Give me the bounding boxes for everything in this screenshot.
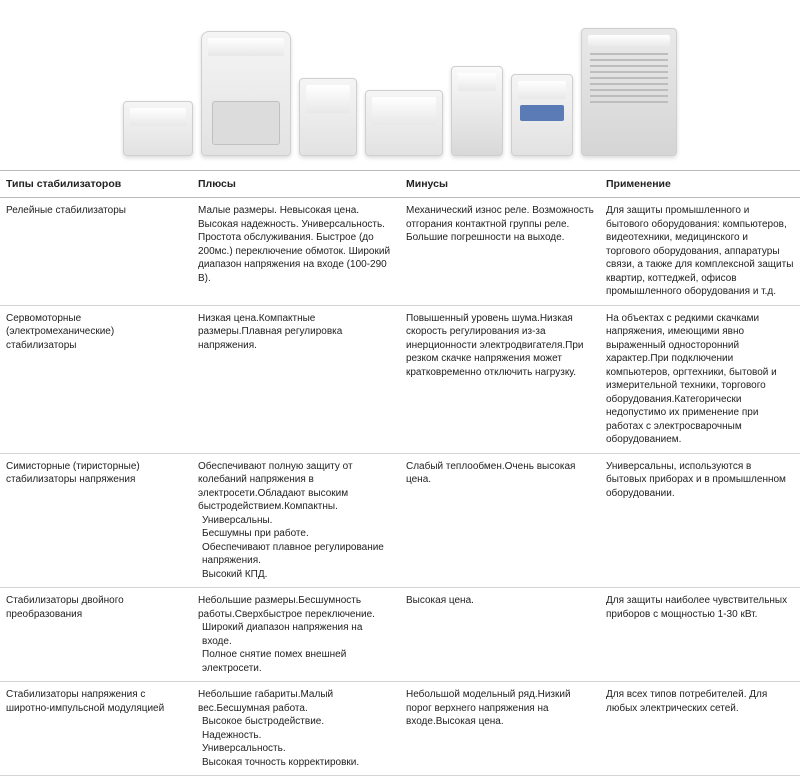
device-illustration (451, 66, 503, 156)
col-header-minus: Минусы (400, 171, 600, 198)
cell-type: Стабилизаторы двойного преобразования (0, 588, 192, 682)
cell-type: Релейные стабилизаторы (0, 198, 192, 306)
device-illustration (123, 101, 193, 156)
table-row: Стабилизаторы двойного преобразования Не… (0, 588, 800, 682)
cell-plus: Низкая цена.Компактные размеры.Плавная р… (192, 305, 400, 453)
device-illustration (299, 78, 357, 156)
cell-use: Для защиты промышленного и бытового обор… (600, 198, 800, 306)
cell-use: Для всех типов потребителей. Для любых э… (600, 682, 800, 776)
cell-use: Универсальны, используются в бытовых при… (600, 453, 800, 588)
cell-plus: Малые размеры. Невысокая цена. Высокая н… (192, 198, 400, 306)
cell-type: Симисторные (тиристорные) стабилизаторы … (0, 453, 192, 588)
col-header-use: Применение (600, 171, 800, 198)
cell-minus: Слабый теплообмен.Очень высокая цена. (400, 453, 600, 588)
cell-plus: Небольшие размеры.Бесшумность работы.Све… (192, 588, 400, 682)
col-header-type: Типы стабилизаторов (0, 171, 192, 198)
cell-type: Стабилизаторы напряжения с широтно-импул… (0, 682, 192, 776)
table-row: Релейные стабилизаторы Малые размеры. Не… (0, 198, 800, 306)
cell-use: На объектах с редкими скачками напряжени… (600, 305, 800, 453)
device-illustration (511, 74, 573, 156)
product-image-strip (0, 0, 800, 170)
cell-minus: Повышенный уровень шума.Низкая скорость … (400, 305, 600, 453)
cell-use: Для защиты наиболее чувствительных прибо… (600, 588, 800, 682)
comparison-table: Типы стабилизаторов Плюсы Минусы Примене… (0, 170, 800, 776)
cell-minus: Высокая цена. (400, 588, 600, 682)
table-row: Симисторные (тиристорные) стабилизаторы … (0, 453, 800, 588)
cell-minus: Небольшой модельный ряд.Низкий порог вер… (400, 682, 600, 776)
table-row: Стабилизаторы напряжения с широтно-импул… (0, 682, 800, 776)
device-illustration (581, 28, 677, 156)
cell-minus: Механический износ реле. Возможность отг… (400, 198, 600, 306)
col-header-plus: Плюсы (192, 171, 400, 198)
cell-type: Сервомоторные (электромеханические) стаб… (0, 305, 192, 453)
device-illustration (201, 31, 291, 156)
cell-plus: Небольшие габариты.Малый вес.Бесшумная р… (192, 682, 400, 776)
table-row: Сервомоторные (электромеханические) стаб… (0, 305, 800, 453)
cell-plus: Обеспечивают полную защиту от колебаний … (192, 453, 400, 588)
device-illustration (365, 90, 443, 156)
